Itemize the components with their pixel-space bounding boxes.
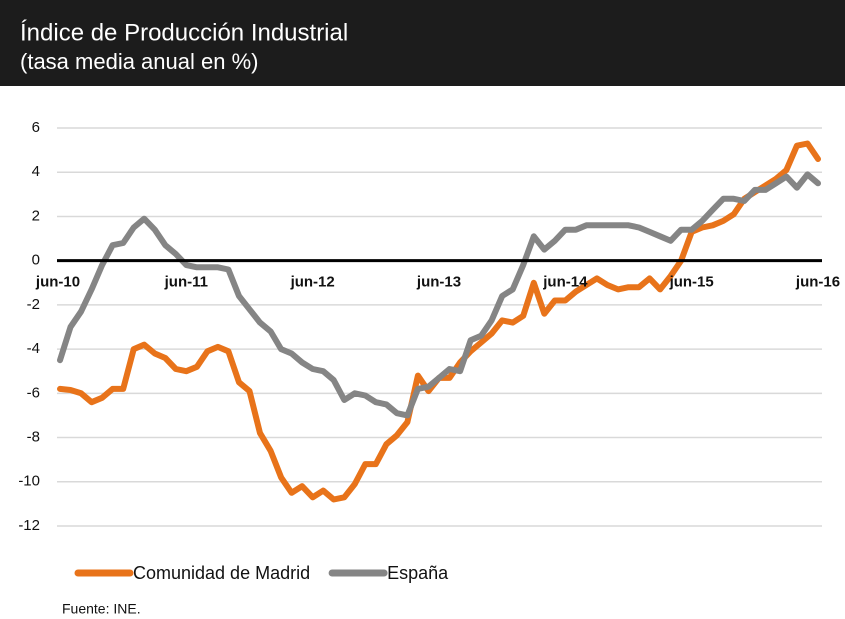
y-tick-label: 0 <box>32 252 40 269</box>
x-tick-label: jun-11 <box>164 274 208 291</box>
x-tick-label: jun-16 <box>795 274 840 291</box>
y-tick-label: -2 <box>27 296 40 313</box>
header-band <box>0 0 845 86</box>
chart-subtitle: (tasa media anual en %) <box>20 49 258 74</box>
legend-label: Comunidad de Madrid <box>133 563 310 583</box>
y-tick-label: 2 <box>32 207 40 224</box>
series-line <box>57 171 821 419</box>
y-tick-label: 4 <box>32 163 40 180</box>
x-tick-label: jun-13 <box>416 274 461 291</box>
y-tick-label: -12 <box>18 517 40 534</box>
y-tick-label: 6 <box>32 119 40 136</box>
x-tick-label: jun-15 <box>669 274 714 291</box>
x-tick-label: jun-12 <box>290 274 335 291</box>
legend-label: España <box>387 563 449 583</box>
y-tick-label: -4 <box>27 340 40 357</box>
series-line <box>57 140 821 503</box>
x-tick-label: jun-14 <box>542 274 588 291</box>
chart-title: Índice de Producción Industrial <box>20 19 348 46</box>
x-tick-label: jun-10 <box>35 274 80 291</box>
y-tick-label: -10 <box>18 473 40 490</box>
y-tick-label: -8 <box>27 429 40 446</box>
source-note: Fuente: INE. <box>62 601 141 617</box>
y-tick-label: -6 <box>27 384 40 401</box>
